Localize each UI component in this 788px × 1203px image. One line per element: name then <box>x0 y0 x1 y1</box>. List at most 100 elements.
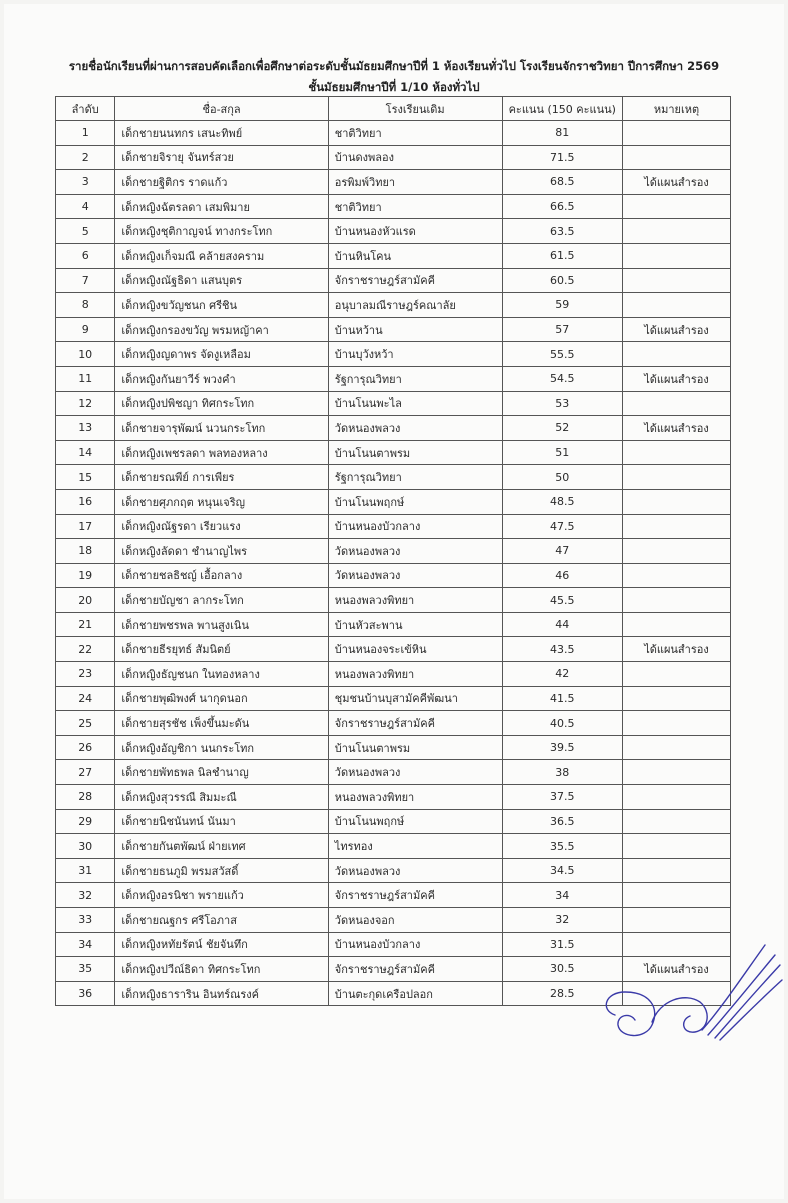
row-name: เด็กหญิงธัญชนก ในทองหลาง <box>114 661 329 687</box>
row-score: 32 <box>501 907 623 933</box>
row-score: 57 <box>501 316 623 343</box>
row-order: 36 <box>54 980 116 1007</box>
header-order: ลำดับ <box>54 96 116 121</box>
row-school: บ้านโนนตาพรม <box>327 439 503 466</box>
row-note <box>621 661 732 687</box>
row-score: 61.5 <box>501 242 623 269</box>
table-row: 35 เด็กหญิงปวีณ์ธิดา ทิศกระโทก จักราชราษฎร… <box>54 956 732 982</box>
table-row: 4 เด็กหญิงฉัตรลดา เสมพิมาย ชาติวิทยา 66.5 <box>54 193 732 220</box>
table-row: 18 เด็กหญิงลัดดา ชำนาญไพร วัดหนองพลวง 47 <box>54 538 732 564</box>
row-note <box>621 464 732 490</box>
row-name: เด็กชายธีรยุทธ์ สัมนิตย์ <box>114 636 329 663</box>
table-row: 3 เด็กชายฐิติกร ราดแก้ว อรพิมพ์วิทยา 68.5 ได… <box>54 169 732 195</box>
student-list-table: ลำดับ ชื่อ-สกุล โรงเรียนเดิม คะแนน (150 … <box>54 96 732 1007</box>
row-name: เด็กหญิงกันยาวีร์ พวงคำ <box>114 365 329 392</box>
row-school: จักราชราษฎร์สามัคคี <box>327 267 503 294</box>
row-name: เด็กหญิงอรนิชา พรายแก้ว <box>114 882 329 908</box>
table-row: 7 เด็กหญิงณัฐธิดา แสนบุตร จักราชราษฎร์สามั… <box>54 267 732 294</box>
row-note <box>621 267 732 294</box>
row-order: 9 <box>54 316 116 343</box>
row-school: จักราชราษฎร์สามัคคี <box>327 956 503 982</box>
row-score: 66.5 <box>501 193 623 220</box>
row-score: 43.5 <box>501 636 623 663</box>
header-name: ชื่อ-สกุล <box>114 96 329 121</box>
table-row: 21 เด็กชายพชรพล พานสูงเนิน บ้านหัวสะพาน 44 <box>54 611 732 638</box>
row-order: 33 <box>54 907 116 933</box>
header-score: คะแนน (150 คะแนน) <box>501 96 623 121</box>
row-school: วัดหนองพลวง <box>327 759 503 786</box>
row-name: เด็กหญิงธาราริน อินทร์ณรงค์ <box>114 980 329 1007</box>
row-school: บ้านตะกุดเครือปลอก <box>327 980 503 1007</box>
row-name: เด็กหญิงฉัตรลดา เสมพิมาย <box>114 193 329 220</box>
row-order: 6 <box>54 242 116 269</box>
row-school: บ้านโนนตาพรม <box>327 734 503 761</box>
row-order: 26 <box>54 734 116 761</box>
row-school: ชุมชนบ้านบุสามัคคีพัฒนา <box>327 685 503 712</box>
row-order: 8 <box>54 292 116 318</box>
row-score: 47.5 <box>501 513 623 540</box>
table-row: 36 เด็กหญิงธาราริน อินทร์ณรงค์ บ้านตะกุดเค… <box>54 980 732 1007</box>
row-note: ได้แผนสำรอง <box>621 636 732 663</box>
table-row: 30 เด็กชายกันตพัฒน์ ฝ่ายเทศ ไทรทอง 35.5 <box>54 833 732 859</box>
row-name: เด็กหญิงเก็จมณี คล้ายสงคราม <box>114 242 329 269</box>
row-note <box>621 341 732 367</box>
row-order: 27 <box>54 759 116 786</box>
table-row: 10 เด็กหญิงญดาพร จัดงูเหลือม บ้านบุวังหว้า… <box>54 341 732 367</box>
row-note <box>621 193 732 220</box>
row-order: 18 <box>54 538 116 564</box>
row-name: เด็กหญิงญดาพร จัดงูเหลือม <box>114 341 329 367</box>
table-row: 31 เด็กชายธนภูมิ พรมสวัสดิ์ วัดหนองพลวง 34.… <box>54 857 732 884</box>
row-name: เด็กชายจิรายุ จันทร์สวย <box>114 144 329 171</box>
row-note <box>621 144 732 171</box>
row-note <box>621 439 732 466</box>
header-school: โรงเรียนเดิม <box>327 96 503 121</box>
table-row: 9 เด็กหญิงกรองขวัญ พรมหญ้าคา บ้านหว้าน 57 ได… <box>54 316 732 343</box>
row-name: เด็กชายชลธิชญ์ เอื้อกลาง <box>114 562 329 589</box>
row-school: บ้านบุวังหว้า <box>327 341 503 367</box>
row-order: 1 <box>54 120 116 146</box>
row-score: 53 <box>501 390 623 417</box>
row-name: เด็กชายรณพีย์ การเพียร <box>114 464 329 490</box>
row-name: เด็กหญิงปวีณ์ธิดา ทิศกระโทก <box>114 956 329 982</box>
row-order: 14 <box>54 439 116 466</box>
row-note: ได้แผนสำรอง <box>621 316 732 343</box>
row-name: เด็กหญิงหทัยรัตน์ ชัยจันทึก <box>114 931 329 958</box>
table-row: 32 เด็กหญิงอรนิชา พรายแก้ว จักราชราษฎร์สาม… <box>54 882 732 908</box>
row-school: บ้านหัวสะพาน <box>327 611 503 638</box>
row-score: 38 <box>501 759 623 786</box>
row-order: 13 <box>54 415 116 441</box>
row-school: ชาติวิทยา <box>327 120 503 146</box>
row-name: เด็กหญิงเพชรลดา พลทองหลาง <box>114 439 329 466</box>
row-order: 24 <box>54 685 116 712</box>
row-name: เด็กหญิงณัฐรดา เรียวแรง <box>114 513 329 540</box>
row-note: ได้แผนสำรอง <box>621 169 732 195</box>
table-row: 24 เด็กชายพุฒิพงศ์ นากุดนอก ชุมชนบ้านบุสาม… <box>54 685 732 712</box>
row-score: 39.5 <box>501 734 623 761</box>
row-school: วัดหนองพลวง <box>327 562 503 589</box>
row-note: ได้แผนสำรอง <box>621 415 732 441</box>
row-name: เด็กชายนิชนันทน์ นันมา <box>114 808 329 835</box>
table-row: 28 เด็กหญิงสุวรรณี สิมมะณี หนองพลวงพิทยา 37… <box>54 784 732 810</box>
row-score: 45.5 <box>501 587 623 613</box>
row-order: 21 <box>54 611 116 638</box>
row-school: บ้านหนองบัวกลาง <box>327 931 503 958</box>
row-score: 44 <box>501 611 623 638</box>
row-score: 68.5 <box>501 169 623 195</box>
row-order: 7 <box>54 267 116 294</box>
table-row: 23 เด็กหญิงธัญชนก ในทองหลาง หนองพลวงพิทยา 4… <box>54 661 732 687</box>
row-order: 20 <box>54 587 116 613</box>
row-order: 22 <box>54 636 116 663</box>
row-score: 35.5 <box>501 833 623 859</box>
row-order: 16 <box>54 488 116 515</box>
row-order: 31 <box>54 857 116 884</box>
row-name: เด็กหญิงอัญชิกา นนกระโทก <box>114 734 329 761</box>
row-school: บ้านดงพลอง <box>327 144 503 171</box>
table-row: 8 เด็กหญิงขวัญชนก ศรีชิน อนุบาลมณีราษฎร์คณ… <box>54 292 732 318</box>
row-note <box>621 808 732 835</box>
row-school: หนองพลวงพิทยา <box>327 587 503 613</box>
row-note <box>621 538 732 564</box>
table-row: 19 เด็กชายชลธิชญ์ เอื้อกลาง วัดหนองพลวง 46 <box>54 562 732 589</box>
table-row: 17 เด็กหญิงณัฐรดา เรียวแรง บ้านหนองบัวกลาง… <box>54 513 732 540</box>
table-row: 27 เด็กชายพัทธพล นิลชำนาญ วัดหนองพลวง 38 <box>54 759 732 786</box>
row-name: เด็กหญิงกรองขวัญ พรมหญ้าคา <box>114 316 329 343</box>
